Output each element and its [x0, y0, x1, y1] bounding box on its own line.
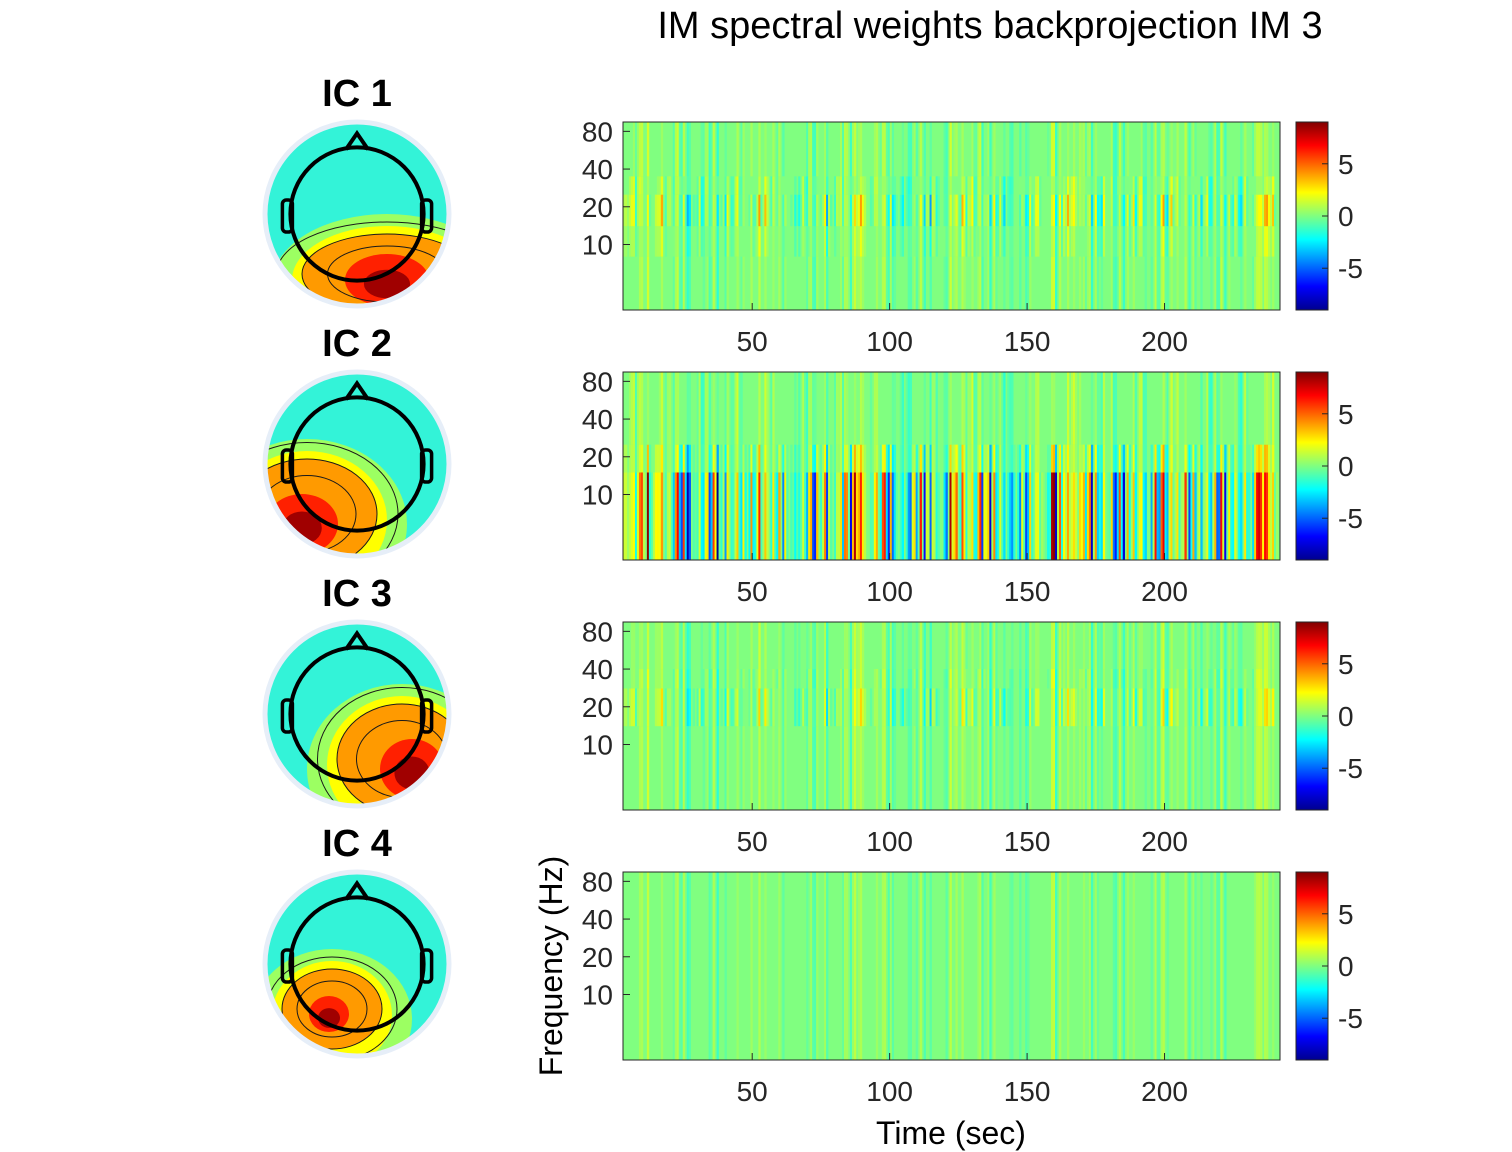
- x-tick-label: 50: [737, 576, 768, 607]
- y-tick-label: 20: [582, 692, 613, 723]
- x-tick-label: 50: [737, 1076, 768, 1107]
- x-tick-label: 150: [1004, 576, 1051, 607]
- x-tick-label: 200: [1141, 576, 1188, 607]
- right-ear: [419, 448, 434, 484]
- topoplot-1: [262, 119, 452, 309]
- x-tick-label: 100: [866, 1076, 913, 1107]
- colorbar-tick-label: 5: [1338, 399, 1354, 430]
- y-tick-label: 10: [582, 229, 613, 260]
- topoplot-4: [262, 869, 452, 1059]
- y-tick-label: 40: [582, 404, 613, 435]
- colorbar-tick-label: -5: [1338, 253, 1363, 284]
- band-25-35hz: [628, 176, 1275, 195]
- spectrogram-3: 10 20 40 80 50 100 150 200: [582, 616, 1281, 857]
- colorbar-tick-label: 5: [1338, 649, 1354, 680]
- colorbar-tick-label: 0: [1338, 951, 1354, 982]
- panel-label: IC 4: [322, 823, 392, 865]
- y-tick-label: 20: [582, 192, 613, 223]
- band-8-14hz: [623, 226, 1275, 257]
- left-ear: [280, 698, 295, 734]
- spectrogram-4: 10 20 40 80 50 100 150 200: [582, 866, 1281, 1107]
- spectrogram-2: 10 20 40 80 50 100 150 200: [582, 366, 1281, 607]
- band-3-8hz: [638, 256, 1275, 310]
- figure-title: IM spectral weights backprojection IM 3: [657, 5, 1322, 47]
- right-ear: [419, 198, 434, 234]
- band-14-28hz: [623, 688, 1275, 727]
- x-tick-label: 150: [1004, 826, 1051, 857]
- colorbar-tick-label: 5: [1338, 149, 1354, 180]
- y-tick-label: 10: [582, 979, 613, 1010]
- y-axis-label: Frequency (Hz): [533, 856, 569, 1077]
- x-tick-label: 50: [737, 326, 768, 357]
- panel-2: IC 2 10 20 40 80 50 100 150 200 -5 0 5: [262, 323, 1363, 607]
- x-axis-label: Time (sec): [876, 1115, 1026, 1151]
- colorbar-tick-label: -5: [1338, 503, 1363, 534]
- panel-1: IC 1 10 20 40 80 50 100 150 200 -5 0 5: [262, 73, 1363, 357]
- y-tick-label: 80: [582, 616, 613, 647]
- band-3-14hz: [638, 726, 1275, 810]
- right-ear: [419, 948, 434, 984]
- colorbar-4: -5 0 5: [1295, 871, 1363, 1061]
- y-tick-label: 40: [582, 654, 613, 685]
- colorbar-tick-label: -5: [1338, 753, 1363, 784]
- x-tick-label: 50: [737, 826, 768, 857]
- colorbar-1: -5 0 5: [1295, 121, 1363, 311]
- x-tick-label: 100: [866, 826, 913, 857]
- x-tick-label: 200: [1141, 1076, 1188, 1107]
- y-tick-label: 40: [582, 904, 613, 935]
- y-tick-label: 10: [582, 729, 613, 760]
- nose: [344, 629, 370, 651]
- colorbar-tick-label: 0: [1338, 451, 1354, 482]
- band-14-25hz: [623, 194, 1277, 227]
- band-25-95hz: [628, 372, 1275, 445]
- band-15-25hz: [623, 444, 1275, 473]
- x-tick-label: 200: [1141, 326, 1188, 357]
- nose: [344, 129, 370, 151]
- left-ear: [280, 198, 295, 234]
- colorbar-3: -5 0 5: [1295, 621, 1363, 811]
- band-3-15hz: [623, 472, 1279, 560]
- y-tick-label: 20: [582, 942, 613, 973]
- y-tick-label: 80: [582, 866, 613, 897]
- panel-4: IC 4 10 20 40 80 50 100 150 200 -5 0 5: [262, 823, 1363, 1107]
- colorbar-tick-label: -5: [1338, 1003, 1363, 1034]
- colorbar-tick-label: 0: [1338, 701, 1354, 732]
- head-outline: [288, 145, 426, 283]
- x-tick-label: 150: [1004, 326, 1051, 357]
- panel-label: IC 3: [322, 573, 392, 615]
- x-tick-label: 150: [1004, 1076, 1051, 1107]
- topoplot-3: [262, 619, 452, 809]
- right-ear: [419, 698, 434, 734]
- y-tick-label: 10: [582, 479, 613, 510]
- y-tick-label: 80: [582, 116, 613, 147]
- panel-label: IC 2: [322, 323, 392, 365]
- head-outline: [288, 395, 426, 533]
- band-3-95hz: [638, 872, 1275, 1060]
- head-outline: [288, 895, 426, 1033]
- panel-3: IC 3 10 20 40 80 50 100 150 200 -5 0 5: [262, 573, 1363, 857]
- x-tick-label: 100: [866, 326, 913, 357]
- spectrogram-1: 10 20 40 80 50 100 150 200: [582, 116, 1281, 357]
- x-tick-label: 100: [866, 576, 913, 607]
- nose: [344, 879, 370, 901]
- topoplot-2: [262, 369, 452, 559]
- head-outline: [288, 645, 426, 783]
- y-tick-label: 20: [582, 442, 613, 473]
- colorbar-tick-label: 0: [1338, 201, 1354, 232]
- band-28-40hz: [630, 669, 1275, 689]
- left-ear: [280, 948, 295, 984]
- nose: [344, 379, 370, 401]
- band-40-95hz: [630, 622, 1275, 670]
- y-tick-label: 40: [582, 154, 613, 185]
- y-tick-label: 80: [582, 366, 613, 397]
- band-35-95hz: [632, 122, 1275, 177]
- panel-label: IC 1: [322, 73, 392, 115]
- x-tick-label: 200: [1141, 826, 1188, 857]
- left-ear: [280, 448, 295, 484]
- colorbar-2: -5 0 5: [1295, 371, 1363, 561]
- colorbar-tick-label: 5: [1338, 899, 1354, 930]
